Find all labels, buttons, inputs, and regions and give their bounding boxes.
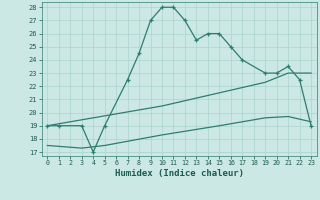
X-axis label: Humidex (Indice chaleur): Humidex (Indice chaleur)	[115, 169, 244, 178]
